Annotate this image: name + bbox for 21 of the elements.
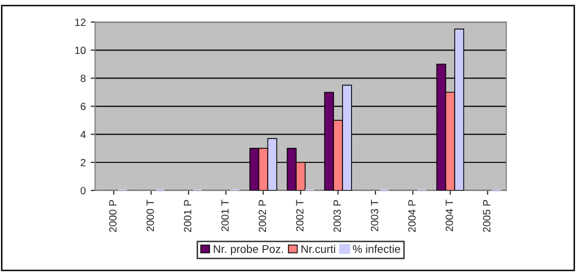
y-tick-label: 10 [75, 46, 86, 54]
y-tick-label: 0 [80, 186, 86, 194]
y-tick-label: 12 [75, 18, 86, 26]
x-tick-label: 2004 T [446, 200, 454, 232]
x-tick-label: 2001 P [184, 200, 192, 232]
legend-label: Nr. probe Poz. [214, 244, 283, 256]
x-tick-label: 2001 T [221, 200, 229, 232]
x-tick-label: 2002 T [296, 200, 304, 232]
y-tick-label: 8 [80, 74, 86, 82]
x-tick-label: 2002 P [258, 200, 266, 232]
x-tick-label: 2004 P [408, 200, 416, 232]
legend-label: Nr.curti [302, 244, 336, 253]
x-tick-label: 2000 P [109, 200, 117, 232]
x-tick-label: 2003 T [370, 200, 378, 232]
y-tick-label: 4 [80, 130, 86, 138]
x-tick-label: 2005 P [483, 200, 490, 232]
y-tick-label: 6 [80, 102, 86, 110]
y-tick-label: 2 [80, 158, 86, 166]
legend-label: % infectie [352, 244, 400, 253]
x-tick-label: 2000 T [146, 200, 154, 232]
x-tick-label: 2003 P [333, 200, 341, 232]
